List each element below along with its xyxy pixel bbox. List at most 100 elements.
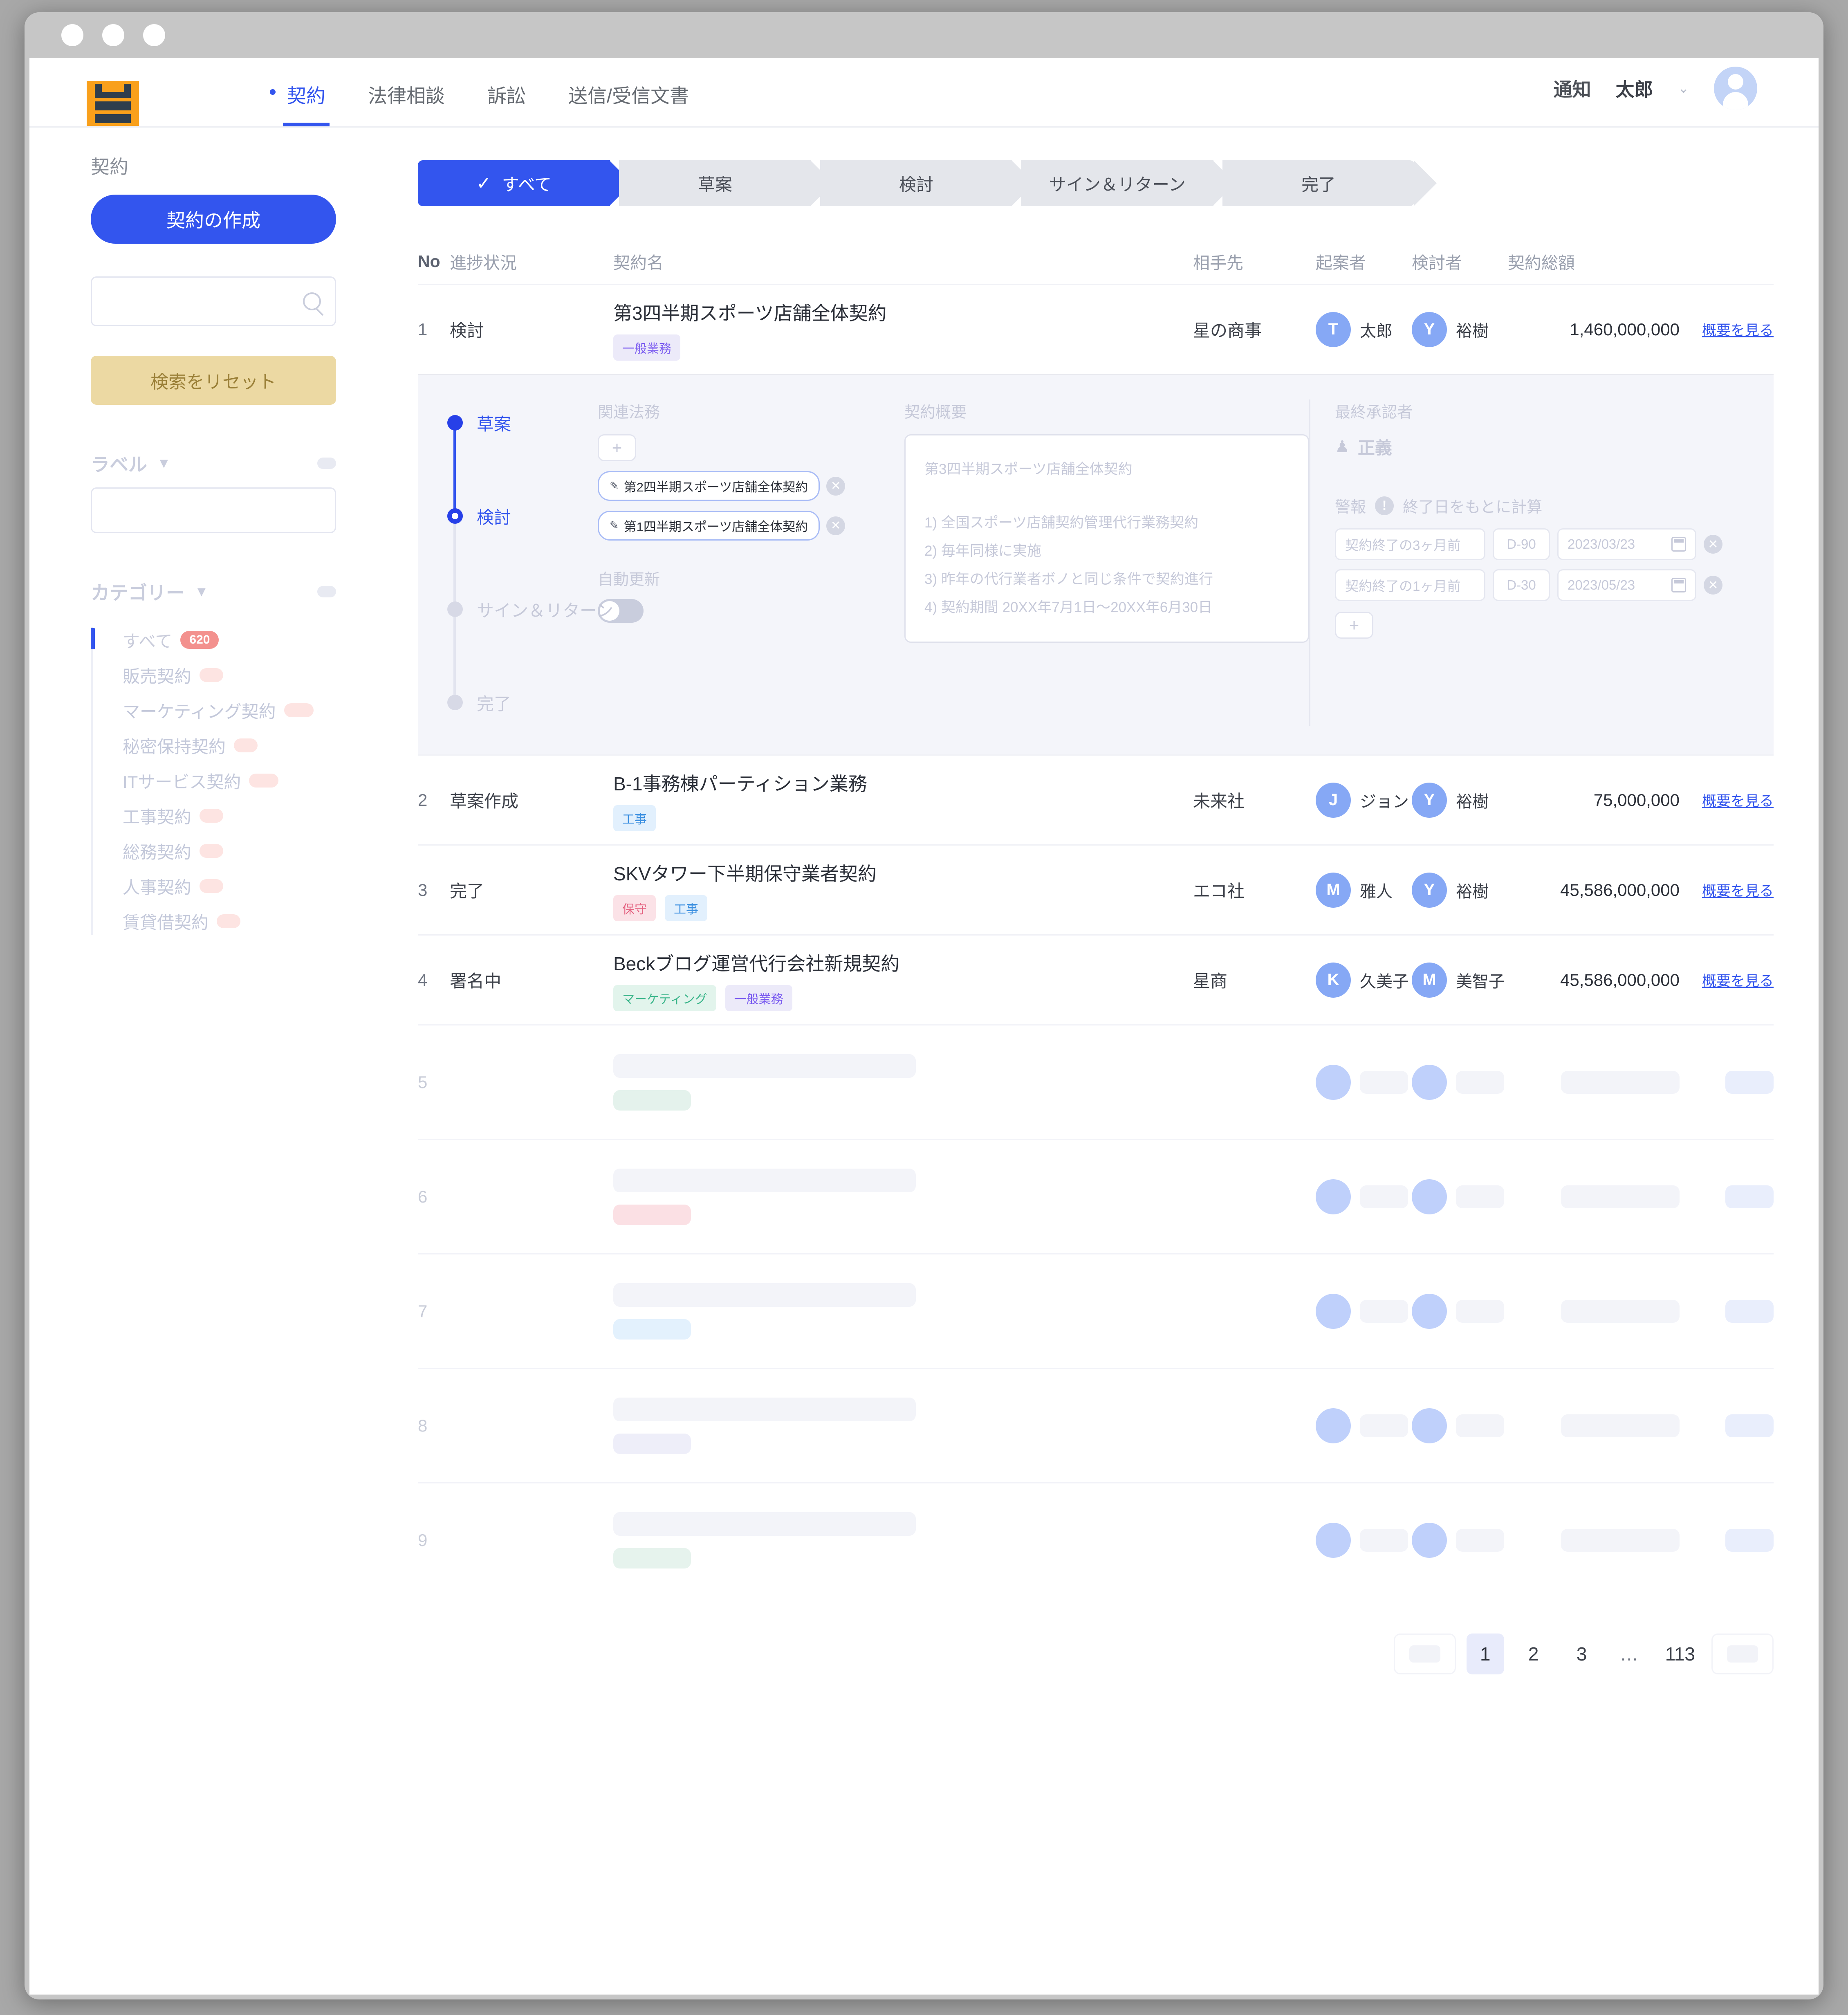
table-row[interactable]: 2 草案作成 B-1事務棟パーティション業務 工事 未来社 J ジョン bbox=[418, 754, 1774, 844]
reset-search-button[interactable]: 検索をリセット bbox=[91, 356, 336, 405]
search-icon[interactable] bbox=[303, 292, 321, 310]
row-number: 6 bbox=[418, 1187, 428, 1206]
view-summary-link[interactable]: 概要を見る bbox=[1702, 793, 1774, 809]
calendar-icon[interactable] bbox=[1671, 537, 1686, 552]
row-number: 8 bbox=[418, 1416, 428, 1435]
add-alert-button[interactable]: + bbox=[1335, 612, 1373, 639]
user-name-label[interactable]: 太郎 bbox=[1615, 79, 1653, 100]
reviewer-cell: M 美智子 bbox=[1412, 962, 1508, 998]
window-maximize-button[interactable] bbox=[143, 24, 165, 46]
nav-tab-legal-consultation[interactable]: 法律相談 bbox=[368, 85, 445, 107]
sidebar-item-lease[interactable]: 賃貸借契約 bbox=[91, 904, 336, 939]
summary-line: 4) 契約期間 20XX年7月1日〜20XX年6月30日 bbox=[924, 599, 1213, 615]
alert-date-input[interactable]: 2023/05/23 bbox=[1557, 569, 1696, 601]
timeline-step-review[interactable]: 検討 bbox=[434, 493, 598, 539]
sidebar-search-box[interactable] bbox=[91, 276, 336, 326]
tag: マーケティング bbox=[613, 985, 716, 1011]
window-close-button[interactable] bbox=[61, 24, 83, 46]
table-row[interactable]: 3 完了 SKVタワー下半期保守業者契約 保守 工事 エコ社 M bbox=[418, 844, 1774, 934]
funnel-icon[interactable]: ▼ bbox=[195, 583, 209, 599]
contract-name-cell: Beckブログ運営代行会社新規契約 マーケティング 一般業務 bbox=[613, 949, 1193, 1011]
drafter-placeholder bbox=[1316, 1064, 1412, 1100]
progress-timeline: 草案 検討 サイン＆リターン bbox=[418, 399, 613, 726]
pagination-page-3[interactable]: 3 bbox=[1576, 1643, 1587, 1665]
pagination-page-2[interactable]: 2 bbox=[1528, 1643, 1539, 1665]
contract-title[interactable]: 第3四半期スポーツ店舗全体契約 bbox=[613, 302, 887, 324]
category-label: すべて bbox=[123, 631, 173, 651]
search-input[interactable] bbox=[92, 278, 335, 325]
table-row[interactable]: 1 検討 第3四半期スポーツ店舗全体契約 一般業務 星の商事 T 太郎 bbox=[418, 284, 1774, 374]
notifications-link[interactable]: 通知 bbox=[1553, 79, 1591, 100]
pagination-prev-button[interactable] bbox=[1393, 1634, 1456, 1674]
sidebar-item-construction[interactable]: 工事契約 bbox=[91, 798, 336, 833]
alert-label-input[interactable]: 契約終了の1ヶ月前 bbox=[1335, 569, 1485, 601]
stepper-tab-sign-return[interactable]: サイン＆リターン bbox=[1021, 160, 1236, 206]
avatar[interactable] bbox=[1714, 67, 1757, 110]
alert-date-input[interactable]: 2023/03/23 bbox=[1557, 528, 1696, 560]
sidebar-item-general-affairs[interactable]: 総務契約 bbox=[91, 833, 336, 868]
related-legal-chip[interactable]: ✎ 第2四半期スポーツ店舗全体契約 bbox=[598, 471, 820, 501]
sidebar-item-hr[interactable]: 人事契約 bbox=[91, 868, 336, 904]
sidebar-item-it-service[interactable]: ITサービス契約 bbox=[91, 763, 336, 798]
timeline-step-complete[interactable]: 完了 bbox=[434, 679, 598, 726]
stepper-tab-all[interactable]: ✓ すべて bbox=[418, 160, 632, 206]
avatar: Y bbox=[1412, 312, 1447, 347]
view-summary-link[interactable]: 概要を見る bbox=[1702, 883, 1774, 899]
category-filter-header[interactable]: カテゴリー ▼ bbox=[91, 578, 336, 605]
stepper-tab-draft[interactable]: 草案 bbox=[619, 160, 833, 206]
related-legal-section: 関連法務 + ✎ 第2四半期スポーツ店舗全体契約 ✕ bbox=[598, 399, 884, 726]
timeline-step-draft[interactable]: 草案 bbox=[434, 399, 598, 446]
avatar: M bbox=[1316, 872, 1351, 908]
sidebar-item-nda[interactable]: 秘密保持契約 bbox=[91, 728, 336, 763]
timeline-step-sign-return[interactable]: サイン＆リターン bbox=[434, 586, 613, 633]
table-row[interactable]: 4 署名中 Beckブログ運営代行会社新規契約 マーケティング 一般業務 星商 … bbox=[418, 934, 1774, 1024]
alert-label-input[interactable]: 契約終了の3ヶ月前 bbox=[1335, 528, 1485, 560]
window-minimize-button[interactable] bbox=[102, 24, 124, 46]
contract-title[interactable]: SKVタワー下半期保守業者契約 bbox=[613, 863, 877, 884]
pagination-page-last[interactable]: 113 bbox=[1665, 1643, 1695, 1665]
related-legal-title: 関連法務 bbox=[598, 404, 660, 421]
row-number: 4 bbox=[418, 970, 428, 990]
stepper-tab-complete[interactable]: 完了 bbox=[1222, 160, 1437, 206]
funnel-icon[interactable]: ▼ bbox=[157, 455, 171, 471]
row-number: 1 bbox=[418, 319, 428, 339]
category-count-badge bbox=[200, 879, 224, 893]
label-filter-header[interactable]: ラベル ▼ bbox=[91, 450, 336, 477]
contract-title[interactable]: B-1事務棟パーティション業務 bbox=[613, 773, 867, 794]
nav-tab-litigation[interactable]: 訴訟 bbox=[487, 85, 526, 107]
view-summary-link[interactable]: 概要を見る bbox=[1702, 323, 1774, 339]
summary-line: 3) 昨年の代行業者ボノと同じ条件で契約進行 bbox=[924, 571, 1213, 587]
info-icon[interactable]: ! bbox=[1375, 496, 1394, 515]
nav-tab-contracts[interactable]: 契約 bbox=[270, 80, 330, 126]
create-contract-button[interactable]: 契約の作成 bbox=[91, 195, 336, 244]
add-related-legal-button[interactable]: + bbox=[598, 434, 636, 461]
category-count-badge bbox=[249, 774, 279, 788]
pagination-next-button[interactable] bbox=[1711, 1634, 1774, 1674]
timeline-dot-icon bbox=[447, 601, 463, 617]
pagination-page-1[interactable]: 1 bbox=[1466, 1634, 1504, 1674]
chevron-down-icon[interactable]: ⌄ bbox=[1678, 81, 1690, 96]
sidebar-item-all[interactable]: すべて 620 bbox=[91, 622, 336, 657]
close-icon[interactable]: ✕ bbox=[826, 516, 846, 535]
sidebar-item-sales[interactable]: 販売契約 bbox=[91, 657, 336, 693]
auto-renew-toggle[interactable] bbox=[598, 599, 644, 623]
reviewer-cell: Y 裕樹 bbox=[1412, 782, 1508, 818]
close-icon[interactable]: ✕ bbox=[1704, 535, 1722, 554]
alert-offset-input[interactable]: D-30 bbox=[1493, 569, 1550, 601]
contract-title[interactable]: Beckブログ運営代行会社新規契約 bbox=[613, 953, 900, 974]
related-legal-chip[interactable]: ✎ 第1四半期スポーツ店舗全体契約 bbox=[598, 511, 820, 541]
name-placeholder bbox=[613, 1168, 1193, 1225]
label-filter-input[interactable] bbox=[91, 487, 336, 533]
calendar-icon[interactable] bbox=[1671, 578, 1686, 592]
category-label: マーケティング契約 bbox=[123, 702, 276, 721]
close-icon[interactable]: ✕ bbox=[826, 476, 846, 496]
close-icon[interactable]: ✕ bbox=[1704, 576, 1722, 595]
drafter-name: ジョン bbox=[1360, 792, 1409, 811]
sidebar-item-marketing[interactable]: マーケティング契約 bbox=[91, 693, 336, 728]
stepper-tab-review[interactable]: 検討 bbox=[820, 160, 1034, 206]
nav-tab-documents[interactable]: 送信/受信文書 bbox=[568, 85, 689, 107]
view-summary-link[interactable]: 概要を見る bbox=[1702, 973, 1774, 989]
contract-summary-textarea[interactable]: 第3四半期スポーツ店舗全体契約 1) 全国スポーツ店舗契約管理代行業務契約 2)… bbox=[904, 434, 1309, 643]
alert-offset-input[interactable]: D-90 bbox=[1493, 528, 1550, 560]
amount-placeholder bbox=[1508, 1185, 1680, 1208]
